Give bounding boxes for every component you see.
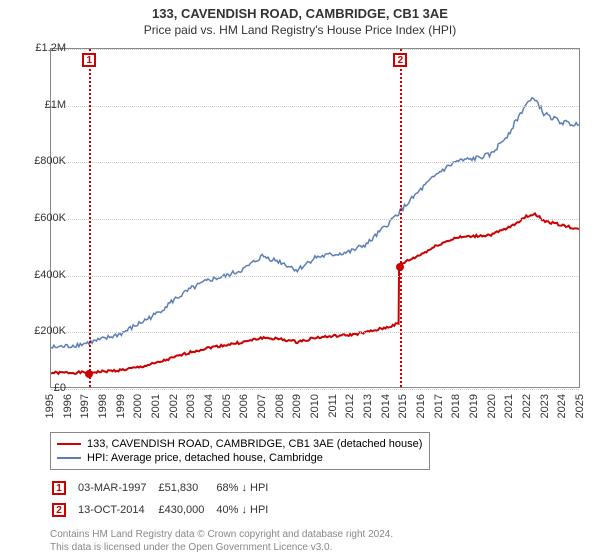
legend-row: 133, CAVENDISH ROAD, CAMBRIDGE, CB1 3AE … xyxy=(57,437,423,451)
legend-label: 133, CAVENDISH ROAD, CAMBRIDGE, CB1 3AE … xyxy=(87,438,422,450)
event-vline xyxy=(89,49,91,387)
x-axis-label: 2013 xyxy=(362,394,374,418)
x-axis-label: 2014 xyxy=(380,394,392,418)
sales-table: 1 03-MAR-1997 £51,830 68% ↓ HPI 2 13-OCT… xyxy=(50,476,280,522)
gridline xyxy=(51,332,579,333)
gridline xyxy=(51,106,579,107)
series-line-hpi xyxy=(51,98,579,348)
sale-price: £430,000 xyxy=(158,500,214,520)
sale-price: £51,830 xyxy=(158,478,214,498)
legend-swatch xyxy=(57,443,81,445)
event-marker-box: 1 xyxy=(82,53,96,67)
gridline xyxy=(51,162,579,163)
x-axis-label: 2011 xyxy=(327,394,339,418)
x-axis-label: 2009 xyxy=(291,394,303,418)
footer-line: This data is licensed under the Open Gov… xyxy=(50,541,393,554)
table-row: 1 03-MAR-1997 £51,830 68% ↓ HPI xyxy=(52,478,278,498)
legend-row: HPI: Average price, detached house, Camb… xyxy=(57,451,423,465)
x-axis-label: 2017 xyxy=(433,394,445,418)
gridline xyxy=(51,219,579,220)
y-axis-label: £1M xyxy=(20,99,66,111)
x-axis-label: 1997 xyxy=(79,394,91,418)
y-axis-label: £200K xyxy=(20,325,66,337)
event-point xyxy=(85,370,93,378)
event-vline xyxy=(400,49,402,387)
x-axis-label: 2008 xyxy=(274,394,286,418)
x-axis-label: 2006 xyxy=(238,394,250,418)
x-axis-labels: 1995199619971998199920002001200220032004… xyxy=(50,390,580,430)
chart-plot-area: 12 xyxy=(50,48,580,388)
x-axis-label: 2022 xyxy=(521,394,533,418)
chart-lines xyxy=(51,49,579,387)
legend-label: HPI: Average price, detached house, Camb… xyxy=(87,452,323,464)
x-axis-label: 2007 xyxy=(256,394,268,418)
x-axis-label: 2018 xyxy=(450,394,462,418)
legend-swatch xyxy=(57,457,81,459)
y-axis-label: £400K xyxy=(20,269,66,281)
x-axis-label: 2023 xyxy=(539,394,551,418)
sale-date: 13-OCT-2014 xyxy=(78,500,156,520)
x-axis-label: 2000 xyxy=(132,394,144,418)
x-axis-label: 2001 xyxy=(150,394,162,418)
sale-marker-icon: 1 xyxy=(52,481,66,495)
x-axis-label: 2004 xyxy=(203,394,215,418)
x-axis-label: 2024 xyxy=(556,394,568,418)
chart-subtitle: Price paid vs. HM Land Registry's House … xyxy=(0,21,600,41)
y-axis-label: £800K xyxy=(20,155,66,167)
x-axis-label: 1995 xyxy=(44,394,56,418)
sale-date: 03-MAR-1997 xyxy=(78,478,156,498)
table-row: 2 13-OCT-2014 £430,000 40% ↓ HPI xyxy=(52,500,278,520)
x-axis-label: 1998 xyxy=(97,394,109,418)
x-axis-label: 1996 xyxy=(62,394,74,418)
x-axis-label: 2005 xyxy=(221,394,233,418)
y-axis-label: £600K xyxy=(20,212,66,224)
x-axis-label: 2003 xyxy=(185,394,197,418)
y-axis-label: £0 xyxy=(20,382,66,394)
gridline xyxy=(51,49,579,50)
x-axis-label: 2002 xyxy=(168,394,180,418)
event-marker-box: 2 xyxy=(393,53,407,67)
x-axis-label: 2025 xyxy=(574,394,586,418)
x-axis-label: 2010 xyxy=(309,394,321,418)
chart-legend: 133, CAVENDISH ROAD, CAMBRIDGE, CB1 3AE … xyxy=(50,432,430,470)
x-axis-label: 2016 xyxy=(415,394,427,418)
x-axis-label: 2015 xyxy=(397,394,409,418)
sale-diff: 68% ↓ HPI xyxy=(216,478,278,498)
event-point xyxy=(396,263,404,271)
x-axis-label: 2012 xyxy=(344,394,356,418)
footer-attribution: Contains HM Land Registry data © Crown c… xyxy=(50,528,393,554)
y-axis-label: £1.2M xyxy=(20,42,66,54)
chart-title: 133, CAVENDISH ROAD, CAMBRIDGE, CB1 3AE xyxy=(0,0,600,21)
gridline xyxy=(51,276,579,277)
sale-marker-icon: 2 xyxy=(52,503,66,517)
x-axis-label: 2019 xyxy=(468,394,480,418)
series-line-price_paid xyxy=(51,213,579,373)
x-axis-label: 2021 xyxy=(503,394,515,418)
x-axis-label: 1999 xyxy=(115,394,127,418)
sale-diff: 40% ↓ HPI xyxy=(216,500,278,520)
footer-line: Contains HM Land Registry data © Crown c… xyxy=(50,528,393,541)
x-axis-label: 2020 xyxy=(486,394,498,418)
